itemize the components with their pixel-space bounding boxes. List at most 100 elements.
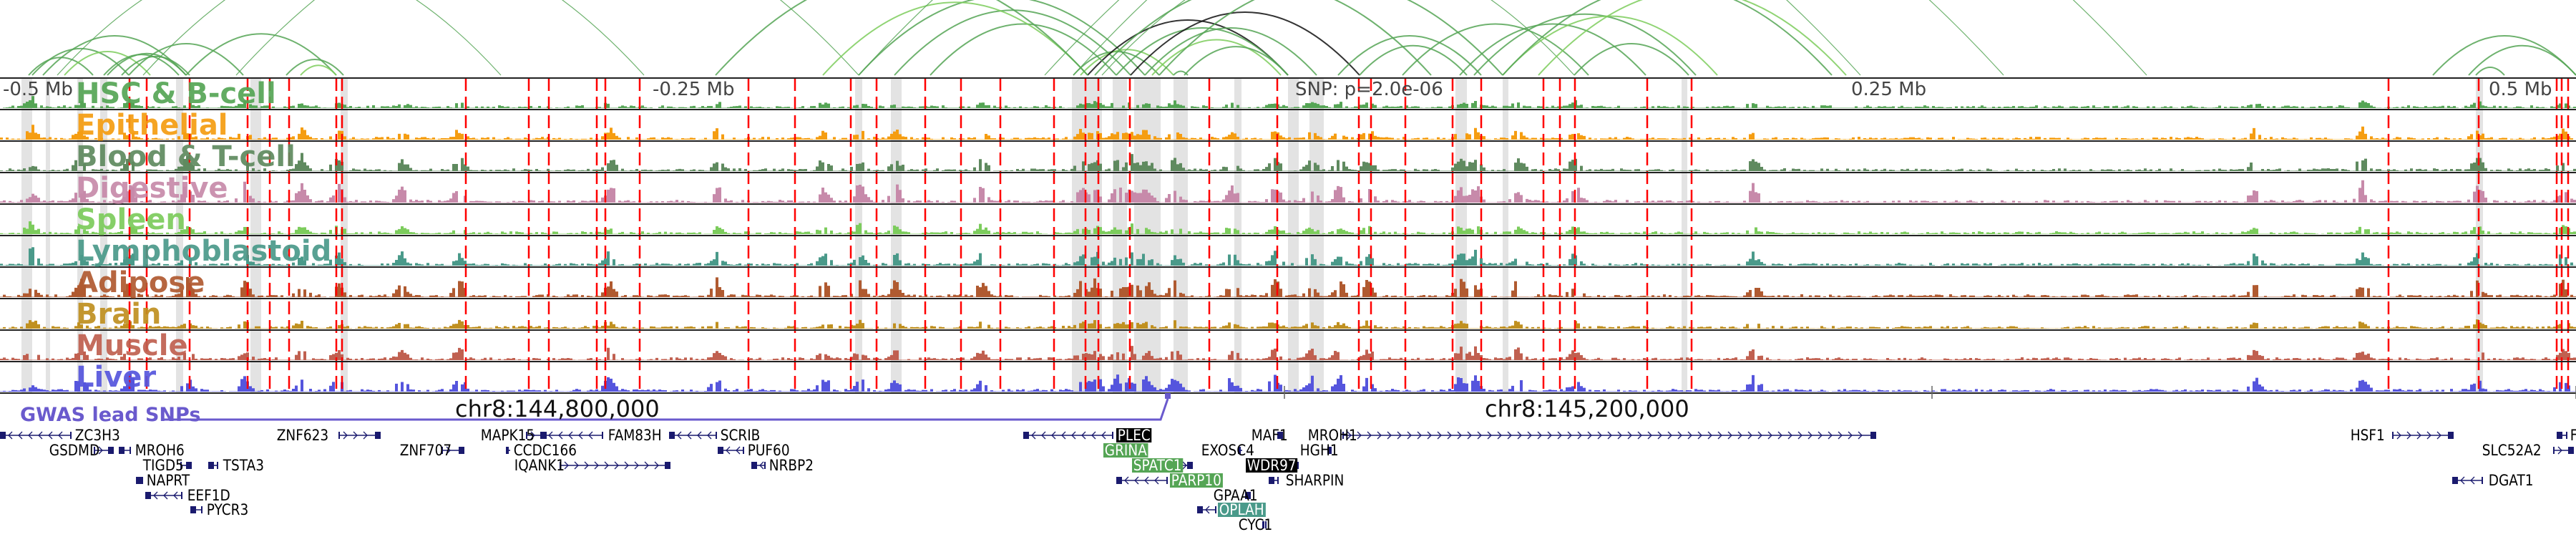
gene-label-sharpin[interactable]: SHARPIN (1285, 472, 1345, 489)
loop-arc (1502, 15, 1718, 76)
gene-label-hsf1[interactable]: HSF1 (2350, 427, 2385, 444)
gwas-track-label: GWAS lead SNPs (20, 404, 201, 426)
track-label-digestive: Digestive (76, 172, 228, 205)
gene-model-hgh1 (1327, 447, 1332, 454)
gene-label-hgh1[interactable]: HGH1 (1299, 442, 1339, 459)
loop-arc (31, 47, 130, 76)
loop-arc (64, 51, 151, 76)
signal-area (0, 125, 2576, 140)
gene-label-znf623[interactable]: ZNF623 (276, 427, 329, 444)
gene-label-dgat1[interactable]: DGAT1 (2488, 472, 2534, 489)
gene-label-wdr97[interactable]: WDR97 (1246, 457, 1298, 474)
gene-model-plec (1023, 431, 1113, 440)
loop-arc (1101, 0, 1575, 76)
gene-label-spatc1[interactable]: SPATC1 (1132, 457, 1184, 474)
loop-arc (1402, 23, 1589, 76)
signal-track-7 (0, 319, 2576, 329)
gene-label-oplah[interactable]: OPLAH (1218, 501, 1266, 518)
gene-label-fam83h[interactable]: FAM83H (608, 427, 662, 444)
loop-arc (2468, 44, 2576, 76)
loop-arc (1073, 51, 1160, 76)
gene-label-f[interactable]: F (2569, 428, 2576, 443)
signal-track-3 (0, 180, 2576, 203)
chr-coordinate-label-2: chr8:145,200,000 (1485, 395, 1689, 422)
gene-label-gpaa1[interactable]: GPAA1 (1213, 487, 1258, 504)
gwas-connector (161, 398, 1169, 421)
gene-label-pycr3[interactable]: PYCR3 (206, 501, 249, 518)
gene-label-iqank1[interactable]: IQANK1 (514, 457, 565, 474)
loop-arc (1044, 0, 2004, 76)
loop-arc (1473, 13, 1697, 76)
gene-model-mroh1 (1342, 431, 1876, 440)
axis-label-0-5mb: 0.5 Mb (2489, 79, 2552, 100)
axis-label-minus-0-25mb: -0.25 Mb (653, 79, 735, 100)
gene-model-puf60 (718, 446, 744, 455)
gene-models (0, 431, 2574, 528)
gene-label-tigd5[interactable]: TIGD5 (142, 457, 184, 474)
gene-label-znf707[interactable]: ZNF707 (399, 442, 452, 459)
gene-label-mapk15[interactable]: MAPK15 (480, 427, 535, 444)
gene-label-mroh1[interactable]: MROH1 (1307, 427, 1357, 444)
gene-model-maf1 (1277, 432, 1283, 439)
loop-arc (1359, 44, 1468, 76)
gene-model-exosc4 (1238, 447, 1242, 454)
loop-arc (715, 0, 1088, 76)
signal-track-0 (0, 96, 2576, 108)
loop-arc (1116, 27, 1289, 76)
gene-label-nrbp2[interactable]: NRBP2 (769, 457, 814, 474)
signal-area (0, 346, 2576, 360)
track-label-liver: Liver (76, 361, 157, 394)
signal-area (0, 247, 2576, 266)
gwas-snp-marker (1165, 393, 1171, 399)
signal-area (0, 276, 2576, 297)
track-label-epithelial: Epithelial (76, 109, 228, 142)
loop-arc (1574, 43, 1689, 76)
gwas-track (161, 393, 1171, 421)
signal-area (0, 319, 2576, 329)
gene-model-hsf1 (2392, 431, 2454, 440)
gene-label-mroh6[interactable]: MROH6 (135, 442, 185, 459)
track-label-blood-t-cell: Blood & T-cell (76, 140, 296, 173)
loop-arc (121, 55, 190, 76)
signal-track-8 (0, 346, 2576, 360)
gene-label-gsdmd[interactable]: GSDMD (49, 442, 100, 459)
gene-model-mroh6 (119, 447, 131, 454)
gene-model-naprt (136, 477, 143, 484)
gene-model-f (2557, 432, 2567, 439)
gene-label-plec[interactable]: PLEC (1116, 427, 1152, 444)
gene-label-grina[interactable]: GRINA (1103, 442, 1148, 459)
gene-label-naprt[interactable]: NAPRT (146, 472, 190, 489)
loop-arc (185, 33, 337, 76)
gene-model-ccdc166 (506, 447, 510, 454)
gene-label-exosc4[interactable]: EXOSC4 (1201, 442, 1254, 459)
axis-label-0-25mb: 0.25 Mb (1851, 79, 1927, 100)
track-label-hsc-b-cell: HSC & B-cell (76, 77, 276, 110)
gene-model-nrbp2 (751, 461, 766, 470)
gene-label-eef1d[interactable]: EEF1D (187, 487, 230, 504)
gene-label-ccdc166[interactable]: CCDC166 (513, 442, 577, 459)
gene-label-slc52a2[interactable]: SLC52A2 (2482, 442, 2542, 459)
gene-model-parp10 (1116, 476, 1168, 485)
snp-pvalue-label: SNP: p=2.0e-06 (1295, 79, 1443, 100)
loop-arc (107, 52, 187, 76)
loop-arc (128, 43, 244, 76)
gene-label-tsta3[interactable]: TSTA3 (223, 457, 265, 474)
gene-model-eef1d (145, 491, 182, 500)
gene-label-puf60[interactable]: PUF60 (747, 442, 790, 459)
gene-model-oplah (1197, 505, 1216, 514)
loop-arc (822, 1, 1088, 76)
track-borders (0, 77, 2576, 399)
track-label-brain: Brain (76, 298, 162, 331)
gene-model-iqank1 (560, 461, 670, 470)
gene-label-scrib[interactable]: SCRIB (720, 427, 761, 444)
gene-label-maf1[interactable]: MAF1 (1251, 427, 1288, 444)
gene-label-cyc1[interactable]: CYC1 (1238, 516, 1273, 533)
gene-model-tsta3 (208, 462, 218, 469)
gene-label-parp10[interactable]: PARP10 (1170, 472, 1223, 489)
gene-model-slc52a2 (2553, 446, 2574, 455)
gene-label-zc3h3[interactable]: ZC3H3 (74, 427, 120, 444)
loop-arc (1184, 46, 1289, 76)
axis-label-minus-0-5mb: -0.5 Mb (3, 79, 73, 100)
loop-arc (1337, 35, 1482, 76)
